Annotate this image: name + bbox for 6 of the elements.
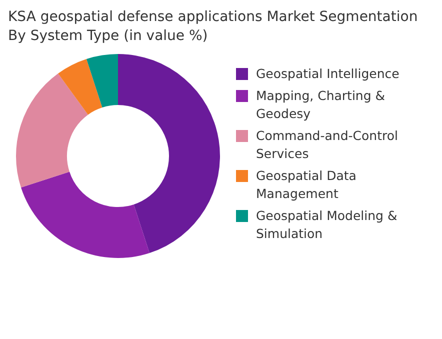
legend-label: Geospatial Intelligence [256,65,400,83]
chart-title: KSA geospatial defense applications Market Segmentation By System Type (in value %) [8,8,419,46]
legend-label: Mapping, Charting & Geodesy [256,87,386,123]
legend-label: Geospatial Modeling & Simulation [256,207,398,243]
legend-label: Geospatial Data Management [256,167,358,203]
legend-label: Command-and-Control Services [256,127,399,163]
